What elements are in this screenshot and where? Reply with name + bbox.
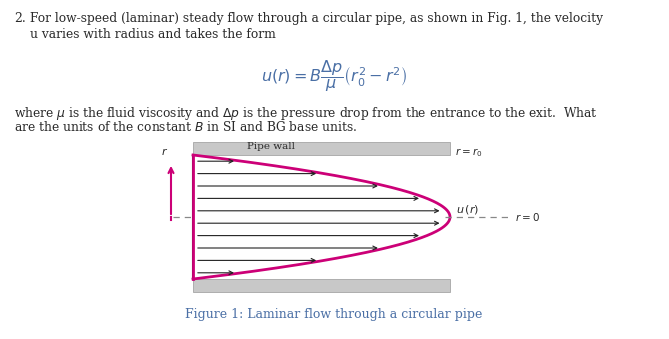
Text: are the units of the constant $B$ in SI and BG base units.: are the units of the constant $B$ in SI … xyxy=(14,120,357,134)
Text: $r = r_0$: $r = r_0$ xyxy=(455,146,482,159)
Text: 2.: 2. xyxy=(14,12,25,25)
Text: Figure 1: Laminar flow through a circular pipe: Figure 1: Laminar flow through a circula… xyxy=(185,308,483,321)
Text: where $\mu$ is the fluid viscosity and $\Delta p$ is the pressure drop from the : where $\mu$ is the fluid viscosity and $… xyxy=(14,105,597,122)
Text: $r = 0$: $r = 0$ xyxy=(515,211,540,223)
Bar xyxy=(193,279,450,292)
Bar xyxy=(193,142,450,155)
Text: $r$: $r$ xyxy=(161,146,168,157)
Text: For low-speed (laminar) steady flow through a circular pipe, as shown in Fig. 1,: For low-speed (laminar) steady flow thro… xyxy=(30,12,603,25)
Text: Pipe wall: Pipe wall xyxy=(247,142,295,151)
Text: u varies with radius and takes the form: u varies with radius and takes the form xyxy=(30,28,276,41)
Text: $u(r) = B\dfrac{\Delta p}{\mu}\left(r_0^2 - r^2\right)$: $u(r) = B\dfrac{\Delta p}{\mu}\left(r_0^… xyxy=(261,58,407,94)
Text: $u\,(r)$: $u\,(r)$ xyxy=(456,202,479,216)
